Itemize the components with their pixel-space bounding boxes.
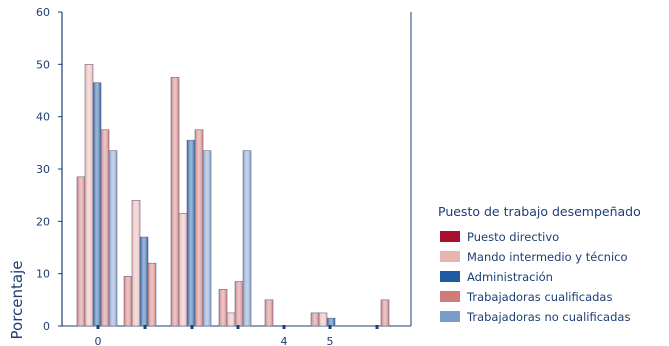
bar-highlight (108, 150, 118, 327)
legend-title: Puesto de trabajo desempeñado (438, 204, 641, 219)
legend-swatch (440, 311, 460, 322)
x-tick-mark (190, 325, 194, 329)
bar-highlight (186, 139, 196, 327)
bar-highlight (84, 64, 94, 327)
bar-highlight (92, 82, 102, 327)
bar-highlight (242, 150, 252, 327)
legend-swatch (440, 271, 460, 282)
x-tick-mark (375, 325, 379, 329)
x-tick-label: 5 (327, 335, 334, 346)
x-tick-label: 4 (281, 335, 288, 346)
bar-highlight (380, 299, 390, 327)
bar-highlight (326, 317, 336, 327)
plot-area (61, 12, 412, 327)
y-tick-label: 0 (43, 320, 50, 333)
bar-highlight (139, 236, 149, 327)
bar-highlight (178, 213, 188, 327)
y-axis-ticks: 0 10 20 30 40 50 60 (36, 6, 62, 333)
x-tick-mark (282, 325, 286, 329)
legend-item-label: Trabajadoras cualificadas (466, 290, 612, 304)
legend: Puesto de trabajo desempeñado Puesto dir… (438, 204, 641, 324)
bar-highlight (100, 129, 110, 327)
legend-item-label: Mando intermedio y técnico (467, 250, 628, 264)
x-tick-mark (143, 325, 147, 329)
bar-highlight (264, 299, 274, 327)
bar-highlight (147, 262, 157, 327)
y-tick-label: 40 (36, 111, 50, 124)
legend-item-label: Trabajadoras no cualificadas (466, 310, 630, 324)
y-tick-label: 60 (36, 6, 50, 19)
y-tick-label: 20 (36, 215, 50, 228)
bar-highlight (170, 77, 180, 327)
x-tick-label: 0 (95, 335, 102, 346)
bar-highlight (234, 281, 244, 327)
bar-highlight (123, 275, 133, 327)
x-tick-mark (328, 325, 332, 329)
legend-swatch (440, 291, 460, 302)
legend-swatch (440, 231, 460, 242)
bar-highlight (318, 312, 328, 327)
legend-item-label: Puesto directivo (467, 230, 559, 244)
legend-item-label: Administración (467, 270, 553, 284)
bar-highlight (226, 312, 236, 327)
x-axis-ticks: 0 4 5 (95, 325, 379, 346)
y-tick-label: 30 (36, 163, 50, 176)
legend-swatch (440, 251, 460, 262)
x-tick-mark (96, 325, 100, 329)
y-tick-label: 50 (36, 58, 50, 71)
bar-highlight (218, 289, 228, 327)
bar-highlight (310, 312, 320, 327)
y-tick-label: 10 (36, 268, 50, 281)
bar-highlight (202, 150, 212, 327)
bar-highlight (76, 176, 86, 327)
x-tick-mark (236, 325, 240, 329)
y-axis-label: Porcentaje (8, 261, 26, 340)
bar-highlight (131, 200, 141, 327)
bar-highlight (194, 129, 204, 327)
